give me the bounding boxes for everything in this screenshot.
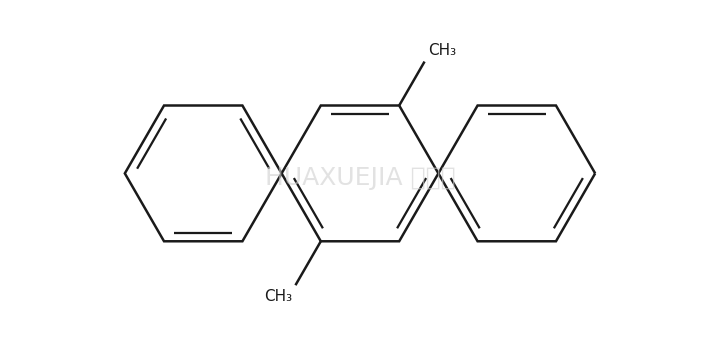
Text: CH₃: CH₃ bbox=[428, 43, 456, 58]
Text: HUAXUEJIA 化学加: HUAXUEJIA 化学加 bbox=[265, 166, 455, 190]
Text: CH₃: CH₃ bbox=[264, 289, 292, 304]
